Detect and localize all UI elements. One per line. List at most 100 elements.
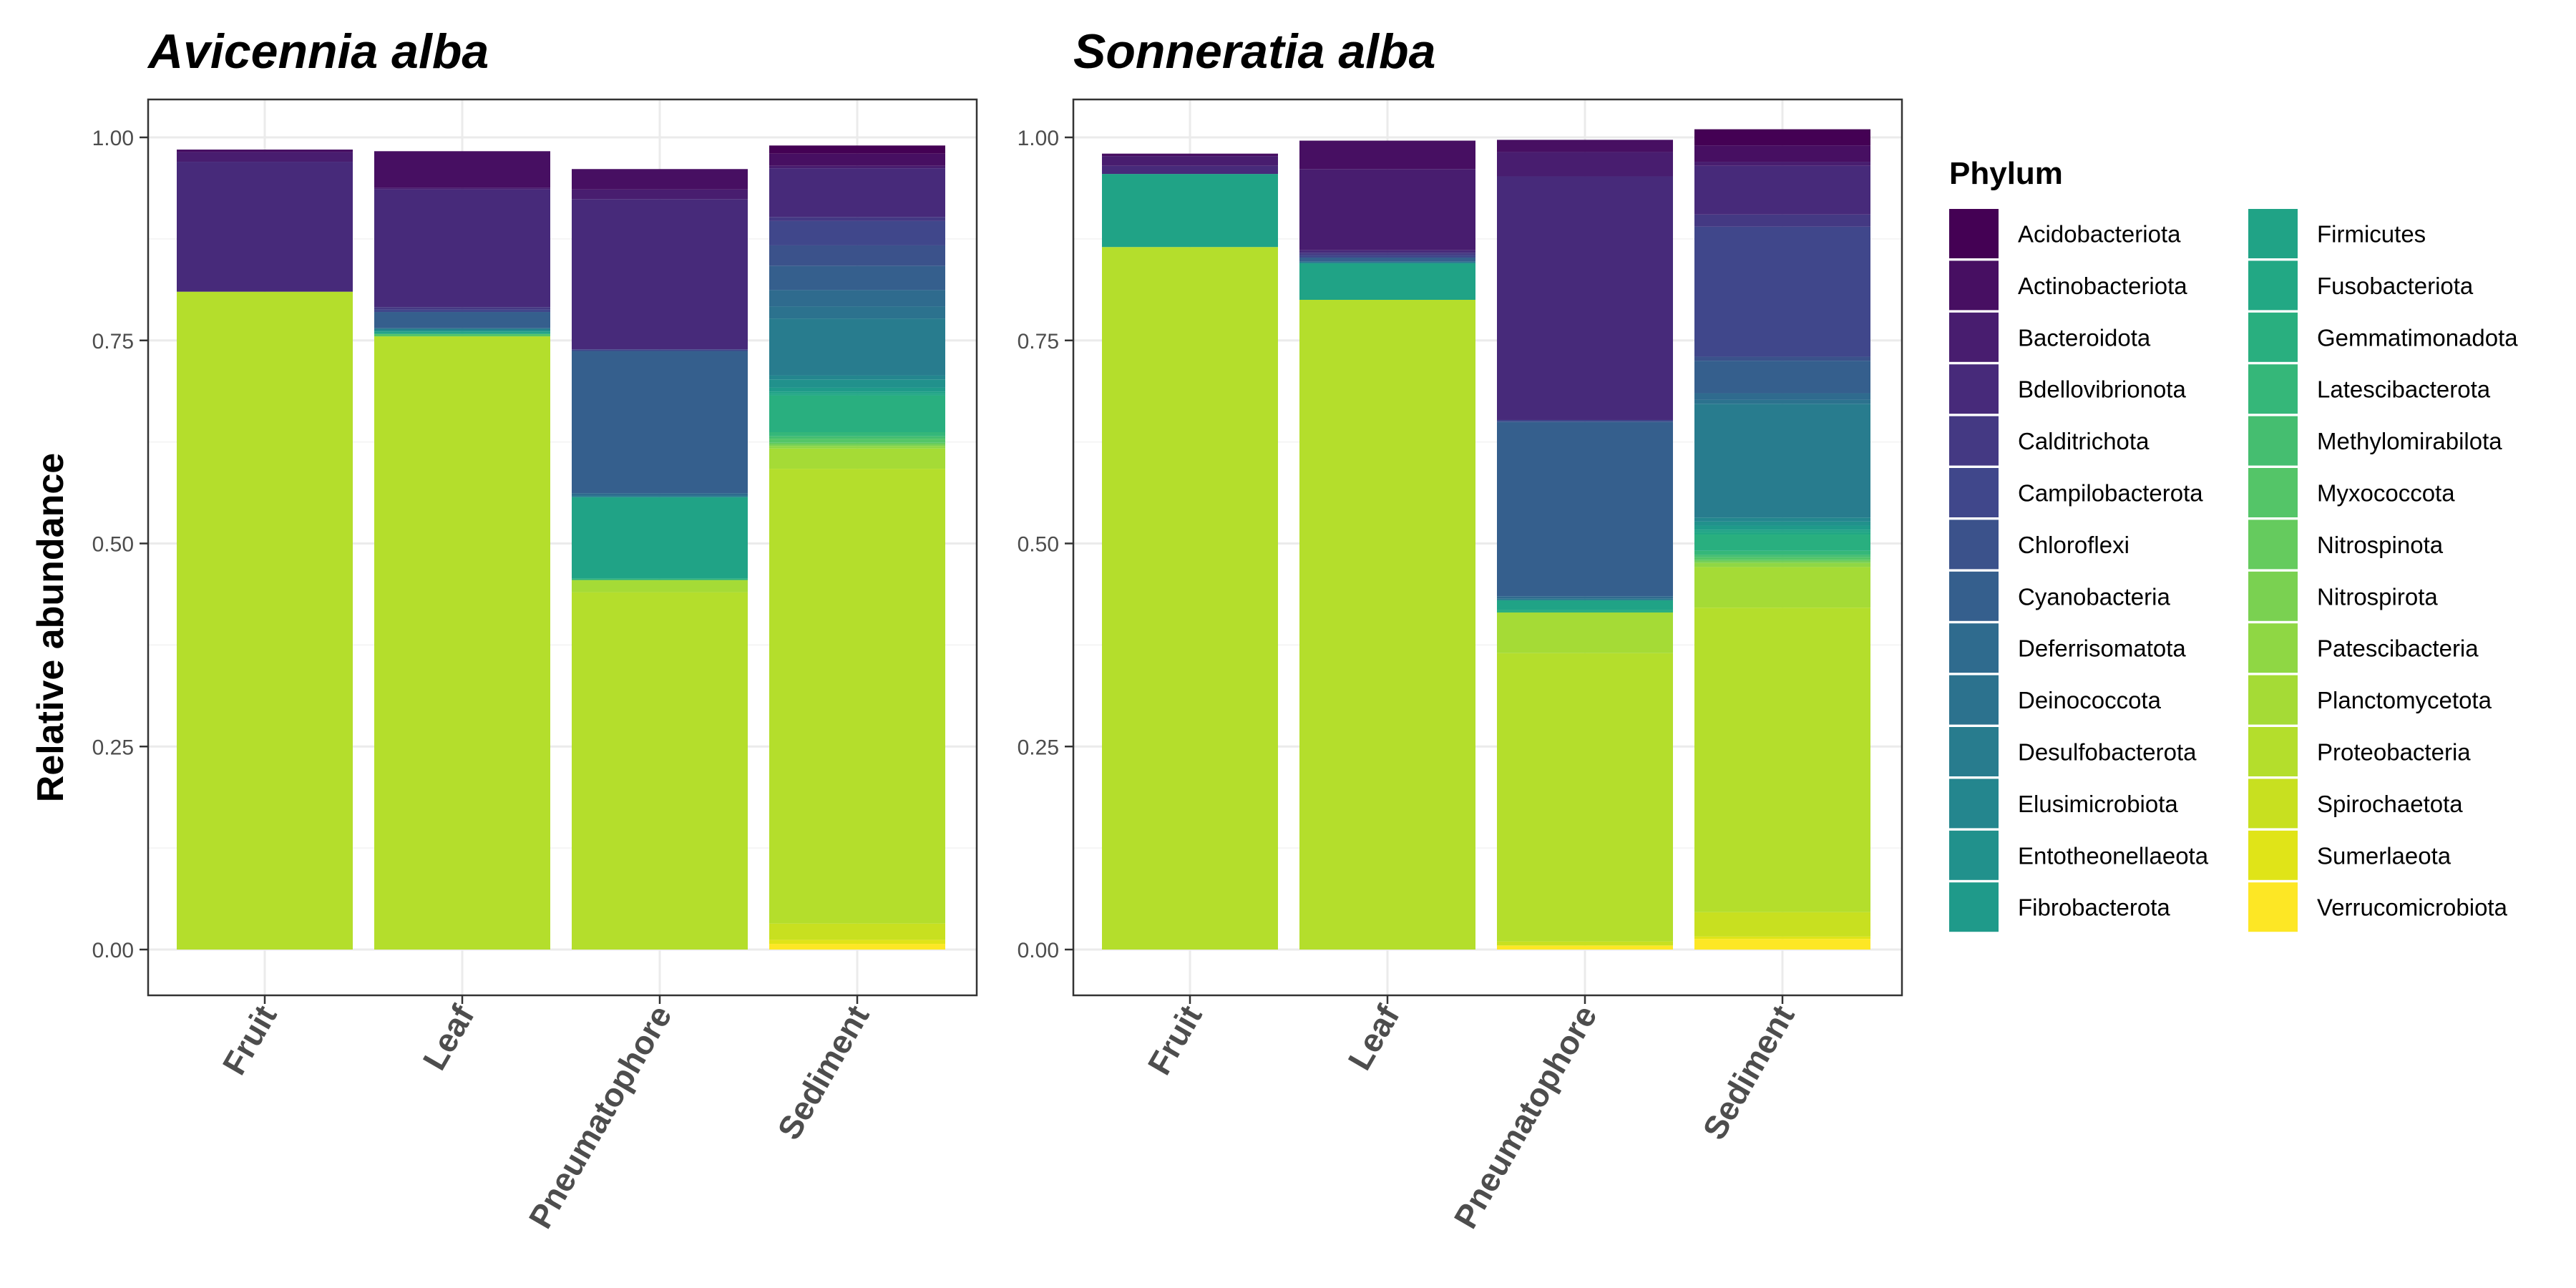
legend-title: Phylum <box>1949 156 2063 191</box>
legend-label-methylomirabilota: Methylomirabilota <box>2317 428 2502 454</box>
bar-segment-sediment-chloroflexi <box>1694 356 1870 361</box>
bar-segment-pneumatophore-bdellovibrionota <box>572 199 748 350</box>
bar-segment-sediment-verrucomicrobiota <box>1694 939 1870 950</box>
legend-key-fibrobacterota <box>1949 882 1999 932</box>
x-axis: Fruit Leaf Pneumatophore Sediment <box>215 995 877 1234</box>
bar-segment-sediment-sumerlaeota <box>769 940 945 945</box>
bars <box>177 145 945 950</box>
bar-segment-sediment-cyanobacteria <box>769 265 945 291</box>
legend-key-chloroflexi <box>1949 519 1999 570</box>
bar-segment-leaf-proteobacteria <box>374 336 550 950</box>
bar-segment-sediment-firmicutes <box>769 391 945 394</box>
bar-segment-pneumatophore-gemmatimonadota <box>1497 610 1673 613</box>
bar-segment-sediment-calditrichota <box>769 217 945 221</box>
bar-segment-leaf-campilobacterota <box>1299 255 1475 258</box>
bar-segment-leaf-actinobacteriota <box>1299 140 1475 170</box>
bar-segment-sediment-sumerlaeota <box>1694 936 1870 940</box>
bar-segment-sediment-fibrobacterota <box>769 387 945 392</box>
bar-segment-sediment-deinococcota <box>769 306 945 319</box>
bars <box>1102 129 1870 950</box>
y-tick-label: 0.25 <box>1018 736 1059 759</box>
bar-segment-sediment-planctomycetota <box>769 448 945 469</box>
legend-label-verrucomicrobiota: Verrucomicrobiota <box>2317 894 2508 921</box>
bar-segment-sediment-acidobacteriota <box>769 145 945 154</box>
panel-title-avicennia: Avicennia alba <box>147 24 489 79</box>
bar-segment-sediment-patescibacteria <box>1694 562 1870 567</box>
legend-label-cyanobacteria: Cyanobacteria <box>2018 583 2170 610</box>
legend-key-verrucomicrobiota <box>2248 882 2298 932</box>
bar-segment-sediment-bdellovibrionota <box>769 168 945 218</box>
legend-key-deinococcota <box>1949 675 1999 725</box>
legend-key-gemmatimonadota <box>2248 312 2298 362</box>
bar-segment-pneumatophore-campilobacterota <box>1497 419 1673 422</box>
bar-segment-sediment-nitrospirota <box>1694 561 1870 563</box>
legend-key-nitrospirota <box>2248 571 2298 621</box>
bar-segment-fruit-actinobacteriota <box>177 150 353 152</box>
legend-label-spirochaetota: Spirochaetota <box>2317 791 2463 817</box>
bar-segment-sediment-calditrichota <box>1694 214 1870 227</box>
bar-segment-sediment-methylomirabilota <box>769 436 945 439</box>
y-tick-label: 0.00 <box>92 939 134 962</box>
bar-segment-sediment-elusimicrobiota <box>769 375 945 380</box>
legend-key-myxococcota <box>2248 468 2298 517</box>
x-tick-label-sediment: Sediment <box>1695 999 1802 1146</box>
bar-segment-sediment-deferrisomatota <box>769 290 945 307</box>
legend-key-methylomirabilota <box>2248 416 2298 466</box>
bar-segment-sediment-proteobacteria <box>1694 608 1870 912</box>
bar-segment-pneumatophore-deferrisomatota <box>1497 596 1673 599</box>
bar-segment-sediment-latescibacterota <box>769 432 945 436</box>
bar-segment-sediment-elusimicrobiota <box>1694 517 1870 522</box>
legend-label-acidobacteriota: Acidobacteriota <box>2018 221 2181 248</box>
legend-key-patescibacteria <box>2248 623 2298 673</box>
bar-segment-sediment-spirochaetota <box>769 923 945 940</box>
bar-segment-leaf-firmicutes <box>1299 263 1475 300</box>
y-axis-label: Relative abundance <box>30 453 72 802</box>
bar-segment-sediment-deferrisomatota <box>1694 393 1870 400</box>
bar-segment-leaf-cyanobacteria <box>374 312 550 328</box>
legend-label-patescibacteria: Patescibacteria <box>2317 635 2479 662</box>
bar-segment-sediment-fusobacteriota <box>769 394 945 396</box>
bar-segment-sediment-nitrospinota <box>1694 560 1870 562</box>
bar-segment-leaf-firmicutes <box>374 331 550 334</box>
legend-key-desulfobacterota <box>1949 727 1999 776</box>
bar-segment-sediment-methylomirabilota <box>1694 555 1870 557</box>
bar-segment-sediment-entotheonellaeota <box>769 379 945 388</box>
x-tick-label-pneumatophore: Pneumatophore <box>1447 999 1604 1234</box>
bar-segment-fruit-bacteroidota <box>1102 156 1278 166</box>
y-axis: 0.00 0.25 0.50 0.75 1.00 <box>92 127 148 962</box>
bar-segment-sediment-bacteroidota <box>769 165 945 169</box>
bar-segment-fruit-bdellovibrionota <box>1102 165 1278 175</box>
bar-segment-sediment-campilobacterota <box>769 220 945 245</box>
bar-segment-sediment-entotheonellaeota <box>1694 521 1870 526</box>
legend-key-bacteroidota <box>1949 312 1999 362</box>
bar-segment-leaf-actinobacteriota <box>374 151 550 188</box>
legend-key-planctomycetota <box>2248 675 2298 725</box>
legend-key-entotheonellaeota <box>1949 830 1999 880</box>
legend-key-nitrospinota <box>2248 519 2298 570</box>
legend-label-actinobacteriota: Actinobacteriota <box>2018 273 2187 299</box>
x-tick-label-leaf: Leaf <box>1340 998 1407 1076</box>
legend-label-fibrobacterota: Fibrobacterota <box>2018 894 2170 921</box>
legend-label-latescibacterota: Latescibacterota <box>2317 376 2491 403</box>
legend-key-latescibacterota <box>2248 364 2298 414</box>
legend-label-nitrospirota: Nitrospirota <box>2317 583 2438 610</box>
bar-segment-pneumatophore-actinobacteriota <box>572 169 748 190</box>
legend-label-gemmatimonadota: Gemmatimonadota <box>2317 324 2518 351</box>
bar-segment-pneumatophore-firmicutes <box>572 497 748 579</box>
bar-segment-sediment-verrucomicrobiota <box>769 944 945 950</box>
panel-border <box>1072 98 1903 997</box>
x-tick-label-fruit: Fruit <box>1141 999 1209 1081</box>
bar-segment-pneumatophore-bdellovibrionota <box>1497 176 1673 420</box>
bar-segment-fruit-proteobacteria <box>177 291 353 950</box>
bar-segment-pneumatophore-bacteroidota <box>1497 152 1673 177</box>
bar-segment-leaf-bacteroidota <box>1299 169 1475 250</box>
legend-key-firmicutes <box>2248 209 2298 258</box>
bar-segment-fruit-bdellovibrionota <box>177 162 353 292</box>
bar-segment-sediment-desulfobacterota <box>1694 404 1870 518</box>
legend-key-campilobacterota <box>1949 468 1999 517</box>
bar-segment-leaf-campilobacterota <box>374 309 550 313</box>
legend-key-fusobacteriota <box>2248 260 2298 311</box>
y-axis: 0.00 0.25 0.50 0.75 1.00 <box>1018 127 1073 962</box>
bar-segment-pneumatophore-proteobacteria <box>1497 653 1673 942</box>
